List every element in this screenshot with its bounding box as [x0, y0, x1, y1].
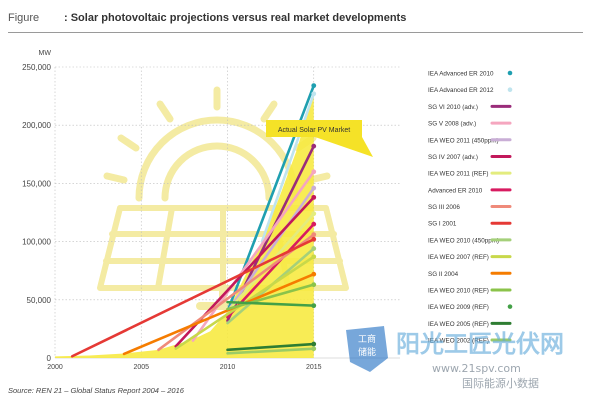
legend-entry: IEA Advanced ER 2012 [428, 87, 494, 94]
y-tick-label: 50,000 [27, 296, 52, 305]
series-line [157, 233, 316, 352]
legend-marker [507, 70, 513, 76]
legend-entry: IEA Advanced ER 2010 [428, 71, 494, 78]
series-line [226, 342, 316, 352]
legend-entry: SG VI 2010 (adv.) [428, 104, 478, 111]
y-tick-label: 250,000 [22, 63, 51, 72]
watermark-brand: 阳光工匠光伏网 [396, 330, 564, 358]
figure-label: Figure [8, 12, 40, 24]
watermark-badge-line1: 工商 [358, 333, 376, 345]
watermark-badge: 工商 储能 [346, 326, 388, 372]
series-end-point [311, 341, 317, 347]
series-end-point [311, 143, 317, 149]
figure-title: : Solar photovoltaic projections versus … [64, 12, 407, 24]
projection-chart: 0 50,000 100,000 150,000 200,000 250,000 MW 20… [22, 50, 513, 371]
series-end-point [311, 303, 317, 309]
y-tick-label: 0 [47, 354, 52, 363]
legend-entry: IEA WEO 2011 (REF) [428, 171, 488, 178]
series-end-point [311, 221, 317, 227]
x-tick-label: 2005 [133, 364, 149, 371]
series-line [226, 283, 316, 311]
series-end-point [311, 232, 317, 238]
y-tick-label: 100,000 [22, 238, 51, 247]
legend-entry: SG I 2001 [428, 221, 457, 228]
series-end-point [311, 246, 317, 251]
legend-entry: IEA WEO 2010 (REF) [428, 287, 489, 294]
series-line [226, 186, 316, 313]
legend-entry: IEA WEO 2010 (450ppm) [428, 237, 499, 244]
actual-market-area [55, 92, 314, 358]
legend-entry: IEA WEO 2009 (REF) [428, 304, 489, 311]
series-line [191, 170, 316, 342]
legend-marker [507, 87, 513, 92]
x-tick-label: 2000 [47, 364, 63, 371]
series-end-point [311, 236, 317, 242]
series-end-point [311, 169, 317, 175]
series-end-point [311, 194, 317, 200]
series-line [226, 212, 316, 313]
legend-entry: IEA WEO 2002 (REF) [428, 338, 489, 345]
series-line [122, 272, 316, 356]
series-end-point [311, 271, 317, 277]
series-end-point [311, 346, 317, 352]
y-tick-label: 150,000 [22, 179, 51, 188]
actual-market-label-box [266, 120, 362, 137]
actual-market-label: Actual Solar PV Market [278, 127, 350, 134]
legend-entry: Advanced ER 2010 [428, 187, 483, 194]
series-end-point [311, 282, 317, 288]
series-line [226, 347, 316, 355]
legend-entry: IEA WEO 2011 (450ppm) [428, 137, 499, 144]
figure-header: Figure : Solar photovoltaic projections … [8, 8, 583, 33]
series-line [70, 237, 316, 358]
series-end-point [311, 254, 317, 260]
solar-panel-illustration [97, 86, 349, 310]
x-tick-label: 2015 [306, 364, 322, 371]
legend-entry: SG V 2008 (adv.) [428, 121, 476, 128]
legend-entry: IEA WEO 2005 (REF) [428, 321, 489, 328]
series-end-point [311, 91, 317, 97]
source-note: Source: REN 21 – Global Status Report 20… [8, 386, 184, 395]
y-tick-label: 200,000 [22, 121, 51, 130]
legend-entry: SG II 2004 [428, 271, 459, 278]
legend-entry: IEA WEO 2007 (REF) [428, 254, 489, 261]
watermark-badge-line2: 储能 [358, 346, 376, 358]
legend-entry: SG IV 2007 (adv.) [428, 154, 478, 161]
callout-pointer [315, 137, 373, 157]
series-end-point [311, 211, 317, 217]
watermark: 工商 储能 阳光工匠光伏网 www.21spv.com 国际能源小数据 [346, 326, 564, 390]
x-tick-label: 2010 [220, 364, 236, 371]
watermark-url: www.21spv.com [432, 362, 521, 375]
legend-entry: SG III 2006 [428, 204, 460, 211]
series-line [260, 92, 316, 243]
y-axis-unit: MW [39, 50, 52, 57]
series-end-point [311, 83, 317, 89]
series-end-point [311, 185, 317, 191]
legend-marker [507, 304, 513, 309]
series-line [226, 300, 316, 307]
watermark-subtitle: 国际能源小数据 [462, 376, 539, 390]
